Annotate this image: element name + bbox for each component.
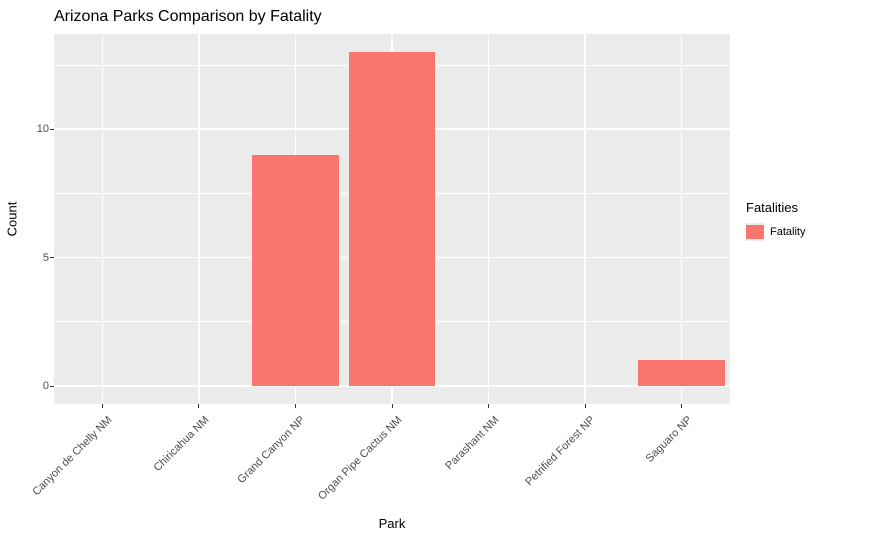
bar — [638, 360, 725, 386]
legend-swatch — [746, 225, 764, 239]
x-tick-mark — [392, 404, 393, 408]
x-tick-mark — [681, 404, 682, 408]
legend-title: Fatalities — [746, 200, 805, 215]
y-tick-mark — [50, 129, 54, 130]
x-tick-mark — [102, 404, 103, 408]
x-tick-mark — [488, 404, 489, 408]
bar — [252, 155, 339, 386]
legend-item: Fatality — [746, 223, 805, 241]
x-tick-mark — [198, 404, 199, 408]
legend-key — [746, 223, 764, 241]
grid-major-v — [198, 34, 199, 404]
y-tick-mark — [50, 386, 54, 387]
y-tick-mark — [50, 257, 54, 258]
bar — [349, 52, 436, 386]
legend: Fatalities Fatality — [746, 200, 805, 241]
chart-title: Arizona Parks Comparison by Fatality — [54, 8, 322, 26]
y-tick-label: 10 — [9, 123, 49, 135]
grid-major-v — [102, 34, 103, 404]
legend-label: Fatality — [770, 226, 805, 238]
grid-major-v — [681, 34, 682, 404]
x-tick-mark — [295, 404, 296, 408]
chart-container: Arizona Parks Comparison by Fatality Cou… — [0, 0, 875, 540]
grid-major-v — [584, 34, 585, 404]
grid-major-v — [488, 34, 489, 404]
plot-area — [54, 34, 730, 404]
y-tick-label: 0 — [9, 380, 49, 392]
x-tick-mark — [585, 404, 586, 408]
y-axis-title: Count — [5, 202, 20, 237]
y-tick-label: 5 — [9, 252, 49, 264]
